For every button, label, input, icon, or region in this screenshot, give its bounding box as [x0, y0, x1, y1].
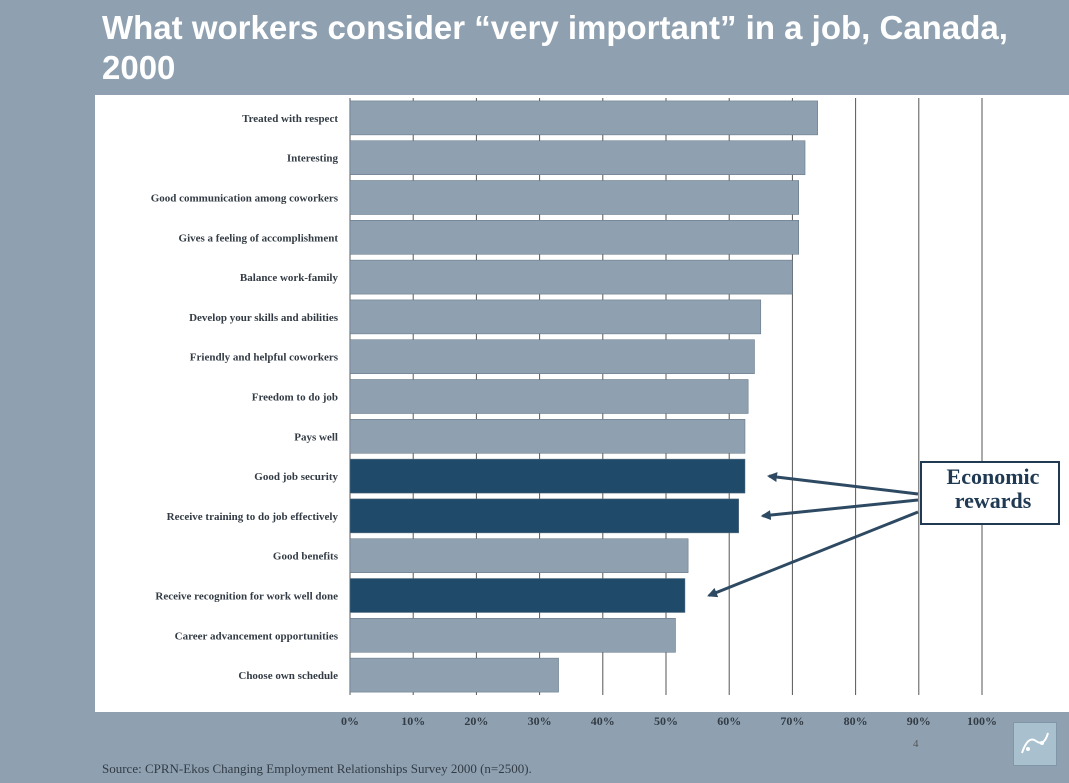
x-tick-label: 70% — [780, 714, 804, 728]
x-tick-label: 50% — [654, 714, 678, 728]
x-tick-label: 100% — [967, 714, 997, 728]
bar-6 — [349, 299, 762, 335]
x-tick-label: 90% — [907, 714, 931, 728]
bar-8 — [349, 379, 749, 414]
bottom-band — [0, 712, 1069, 783]
bar-10 — [349, 458, 746, 494]
bar-13 — [349, 578, 686, 613]
bar-4 — [349, 220, 799, 255]
x-tick-label: 30% — [528, 714, 552, 728]
category-label: Good benefits — [273, 551, 339, 563]
category-label: Receive recognition for work well done — [155, 591, 338, 603]
left-band — [0, 0, 95, 783]
title-bar — [0, 0, 1069, 95]
callout-box — [920, 461, 1060, 525]
logo-icon — [1013, 722, 1057, 766]
callout-label: Economic rewards — [946, 464, 1040, 513]
x-tick-label: 60% — [717, 714, 741, 728]
callout-arrow — [767, 472, 919, 496]
bar-15 — [349, 657, 559, 693]
bar-3 — [349, 180, 799, 215]
bar-7 — [349, 339, 755, 374]
category-label: Friendly and helpful coworkers — [190, 352, 339, 364]
category-label: Treated with respect — [242, 113, 338, 125]
category-label: Career advancement opportunities — [175, 630, 339, 642]
category-label: Choose own schedule — [238, 670, 338, 682]
callout-arrow — [707, 510, 919, 598]
x-tick-label: 0% — [341, 714, 359, 728]
category-label: Good communication among coworkers — [151, 193, 339, 205]
x-tick-label: 80% — [844, 714, 868, 728]
category-label: Develop your skills and abilities — [189, 312, 339, 324]
category-label: Balance work-family — [240, 272, 339, 284]
bar-9 — [349, 419, 746, 454]
bar-14 — [349, 618, 676, 653]
category-label: Receive training to do job effectively — [167, 511, 339, 523]
callout-arrow — [760, 498, 919, 521]
bar-12 — [349, 538, 689, 573]
source-note: Source: CPRN-Ekos Changing Employment Re… — [102, 761, 532, 776]
x-tick-label: 40% — [591, 714, 615, 728]
x-tick-label: 20% — [464, 714, 488, 728]
x-tick-label: 10% — [401, 714, 425, 728]
category-label: Pays well — [294, 431, 338, 443]
category-label: Interesting — [287, 153, 339, 165]
bar-2 — [349, 140, 806, 175]
bar-5 — [349, 259, 793, 295]
page-number: 4 — [913, 738, 919, 750]
category-label: Freedom to do job — [252, 392, 338, 404]
bar-11 — [349, 498, 739, 534]
slide-title: What workers consider “very important” i… — [102, 9, 1008, 86]
category-label: Good job security — [254, 471, 338, 483]
bar-1 — [349, 100, 818, 136]
category-label: Gives a feeling of accomplishment — [179, 232, 339, 244]
